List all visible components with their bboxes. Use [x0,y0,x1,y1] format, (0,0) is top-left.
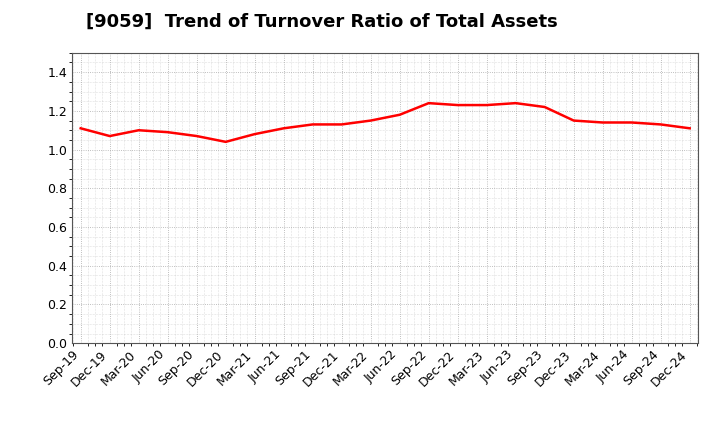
Text: [9059]  Trend of Turnover Ratio of Total Assets: [9059] Trend of Turnover Ratio of Total … [86,13,558,31]
